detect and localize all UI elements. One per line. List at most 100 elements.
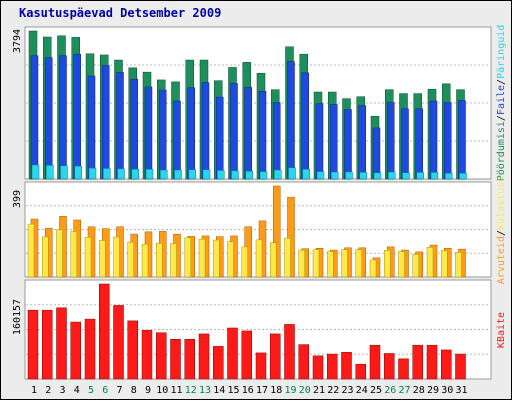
bar-visits-13 [198,238,206,278]
bar-bandwidth-31 [455,353,466,380]
day-label-22: 22 [327,385,339,396]
legend-traffic-part-0: Pöördumisi [496,121,507,181]
bar-bandwidth-28 [412,344,423,380]
bar-bandwidth-2 [42,309,53,380]
bar-files-12 [187,87,195,180]
bar-files-21 [315,103,324,180]
bar-hosts-18 [273,185,281,278]
bar-files-11 [173,100,181,180]
day-label-24: 24 [356,385,368,396]
bar-visits-19 [284,237,291,278]
chart-marks [27,30,467,380]
bar-visits-26 [384,250,391,278]
bar-bandwidth-13 [198,333,210,380]
bar-files-2 [45,57,53,180]
bar-hits-20 [302,168,310,180]
day-label-20: 20 [299,385,311,396]
bar-files-25 [372,127,381,180]
day-label-18: 18 [270,385,282,396]
bar-files-28 [415,108,423,180]
bar-files-31 [458,100,466,180]
bar-files-24 [358,105,366,180]
bar-files-15 [230,83,238,180]
bar-visits-6 [99,240,106,278]
bar-files-5 [87,75,96,180]
bar-hits-9 [145,168,154,180]
day-label-27: 27 [398,385,410,396]
bar-visits-21 [312,249,320,278]
legend-traffic-part-2: Faile [496,85,507,115]
bar-hits-22 [331,171,339,180]
legend-traffic: Pöördumisi/Faile/Päringuid [496,25,507,182]
bar-visits-12 [184,237,191,278]
bar-files-3 [59,55,67,180]
bar-bandwidth-15 [227,327,238,380]
bar-bandwidth-21 [312,355,324,380]
bar-visits-17 [255,239,263,278]
day-label-26: 26 [384,385,396,396]
bar-visits-20 [298,249,305,278]
bar-hits-2 [46,165,54,180]
bar-bandwidth-25 [369,344,381,380]
bar-visits-18 [270,242,277,278]
bar-hits-8 [131,168,139,180]
bar-hits-31 [459,172,467,180]
day-label-15: 15 [227,385,239,396]
bar-visits-4 [70,231,77,278]
legend-visitors-part-0: Arvuteid [496,236,507,284]
bar-hits-5 [88,167,97,180]
bar-files-30 [444,102,452,180]
bar-files-6 [102,65,110,180]
bar-visits-28 [412,253,419,278]
bar-files-27 [401,108,409,180]
bar-visits-7 [113,236,120,278]
bar-bandwidth-20 [298,344,309,380]
day-label-31: 31 [455,385,467,396]
bar-visits-30 [441,250,448,278]
bar-visits-11 [170,243,177,278]
bar-files-20 [301,72,309,180]
bar-hits-17 [259,171,268,180]
day-label-7: 7 [116,385,122,396]
bar-files-14 [216,96,224,180]
bar-bandwidth-10 [156,332,167,380]
bar-visits-1 [27,223,35,278]
bar-visits-8 [127,241,134,278]
bar-visits-5 [84,237,92,278]
bar-hits-16 [245,170,253,180]
day-label-1: 1 [31,385,37,396]
bar-visits-14 [213,239,220,278]
bar-hits-13 [202,169,211,180]
ymax-label-traffic: 3794 [12,29,23,53]
day-label-16: 16 [242,385,254,396]
day-label-10: 10 [156,385,168,396]
bar-bandwidth-18 [270,333,281,380]
bar-visits-29 [426,247,434,278]
legend-traffic-part-4: Päringuid [496,25,507,79]
bar-hits-6 [103,168,111,180]
bar-bandwidth-14 [213,346,224,380]
day-label-8: 8 [131,385,137,396]
bar-bandwidth-7 [113,305,124,380]
bar-files-4 [73,53,81,180]
chart-title: Kasutuspäevad Detsember 2009 [19,6,222,20]
bar-hits-27 [402,172,410,180]
bar-visits-24 [355,249,362,278]
bar-bandwidth-19 [284,324,295,380]
day-label-29: 29 [427,385,439,396]
bar-hits-10 [160,169,168,180]
bar-visits-9 [141,243,149,278]
bar-hits-3 [60,165,68,180]
bar-bandwidth-22 [327,353,338,380]
day-label-21: 21 [313,385,325,396]
bar-bandwidth-3 [56,307,67,380]
bar-hits-23 [345,171,353,180]
bar-files-19 [287,61,295,180]
bar-visits-2 [42,236,49,278]
bar-hits-28 [416,172,424,180]
day-label-5: 5 [88,385,94,396]
bar-bandwidth-8 [127,320,138,380]
day-label-25: 25 [370,385,382,396]
